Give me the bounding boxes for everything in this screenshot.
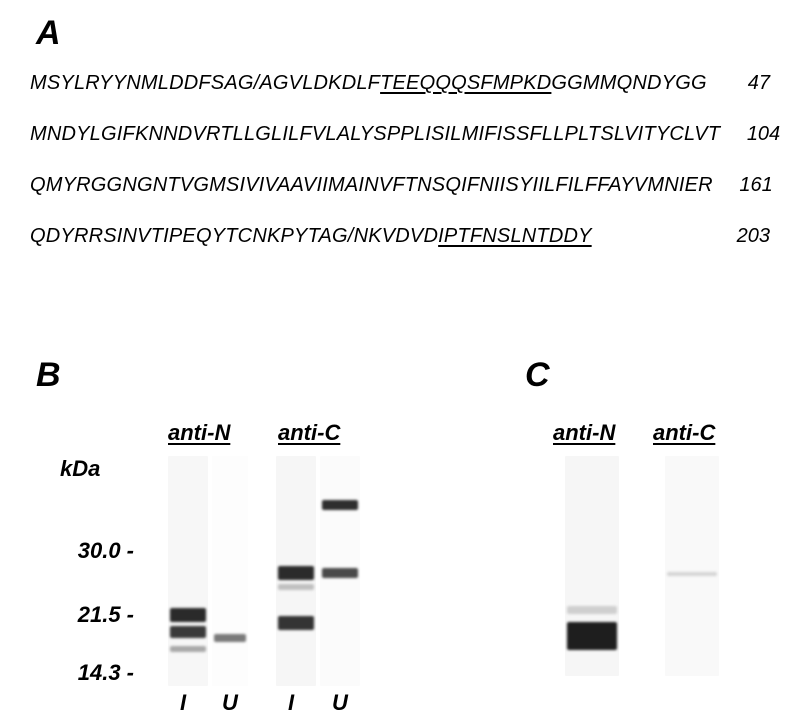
sequence-text: QMYRGGNGNTVGMSIVIVAAVIIMAINVFTNSQIFNIISY… — [30, 174, 713, 197]
western-lane — [665, 456, 719, 676]
western-band — [170, 646, 206, 652]
sequence-row: QMYRGGNGNTVGMSIVIVAAVIIMAINVFTNSQIFNIISY… — [30, 174, 770, 197]
lane-label: U — [332, 690, 348, 716]
lane-label: I — [180, 690, 186, 716]
western-band — [170, 626, 206, 638]
lane-label: U — [222, 690, 238, 716]
western-band — [278, 566, 314, 580]
lane-label: I — [288, 690, 294, 716]
sequence-position: 104 — [720, 123, 780, 146]
sequence-row: QDYRRSINVTIPEQYTCNKPYTAG/NKVDVDIPTFNSLNT… — [30, 225, 770, 248]
sequence-underlined: IPTFNSLNTDDY — [438, 225, 592, 247]
western-lane — [276, 456, 316, 686]
sequence-row: MNDYLGIFKNNDVRTLLGLILFVLALYSPPLISILMIFIS… — [30, 123, 770, 146]
mw-marker: 14.3 - — [56, 660, 134, 686]
western-band — [214, 634, 246, 642]
sequence-segment: GGMMQNDYGG — [551, 72, 706, 94]
western-band — [567, 622, 617, 650]
panel-a-label: A — [36, 14, 61, 53]
panel-b: kDa anti-N anti-C 30.0 -21.5 -14.3 - IUI… — [60, 420, 430, 710]
mw-marker: 21.5 - — [56, 602, 134, 628]
sequence-underlined: TEEQQQSFMPKD — [380, 72, 551, 94]
sequence-text: MNDYLGIFKNNDVRTLLGLILFVLALYSPPLISILMIFIS… — [30, 123, 720, 146]
western-band — [278, 584, 314, 590]
sequence-segment: MSYLRYYNMLDDFSAG/AGVLDKDLF — [30, 72, 380, 94]
sequence-position: 47 — [710, 72, 770, 95]
western-lane — [168, 456, 208, 686]
sequence-row: MSYLRYYNMLDDFSAG/AGVLDKDLFTEEQQQSFMPKDGG… — [30, 72, 770, 95]
western-band — [667, 572, 717, 576]
figure: A B C MSYLRYYNMLDDFSAG/AGVLDKDLFTEEQQQSF… — [0, 0, 800, 724]
sequence-position: 203 — [710, 225, 770, 248]
panel-c-label: C — [525, 356, 550, 395]
western-lane — [565, 456, 619, 676]
western-band — [322, 568, 358, 578]
western-band — [278, 616, 314, 630]
anti-n-label-c: anti-N — [553, 420, 615, 446]
panel-c: anti-N anti-C — [525, 420, 775, 710]
sequence-segment: QDYRRSINVTIPEQYTCNKPYTAG/NKVDVD — [30, 225, 438, 247]
sequence-text: QDYRRSINVTIPEQYTCNKPYTAG/NKVDVDIPTFNSLNT… — [30, 225, 592, 248]
western-band — [567, 606, 617, 614]
kda-label: kDa — [60, 456, 100, 482]
panel-b-label: B — [36, 356, 61, 395]
western-band — [170, 608, 206, 622]
sequence-text: MSYLRYYNMLDDFSAG/AGVLDKDLFTEEQQQSFMPKDGG… — [30, 72, 707, 95]
anti-n-label-b: anti-N — [168, 420, 230, 446]
sequence-block: MSYLRYYNMLDDFSAG/AGVLDKDLFTEEQQQSFMPKDGG… — [30, 72, 770, 276]
mw-marker: 30.0 - — [56, 538, 134, 564]
sequence-position: 161 — [713, 174, 773, 197]
western-band — [322, 500, 358, 510]
anti-c-label-c: anti-C — [653, 420, 715, 446]
anti-c-label-b: anti-C — [278, 420, 340, 446]
western-lane — [320, 456, 360, 686]
western-lane — [212, 456, 248, 686]
